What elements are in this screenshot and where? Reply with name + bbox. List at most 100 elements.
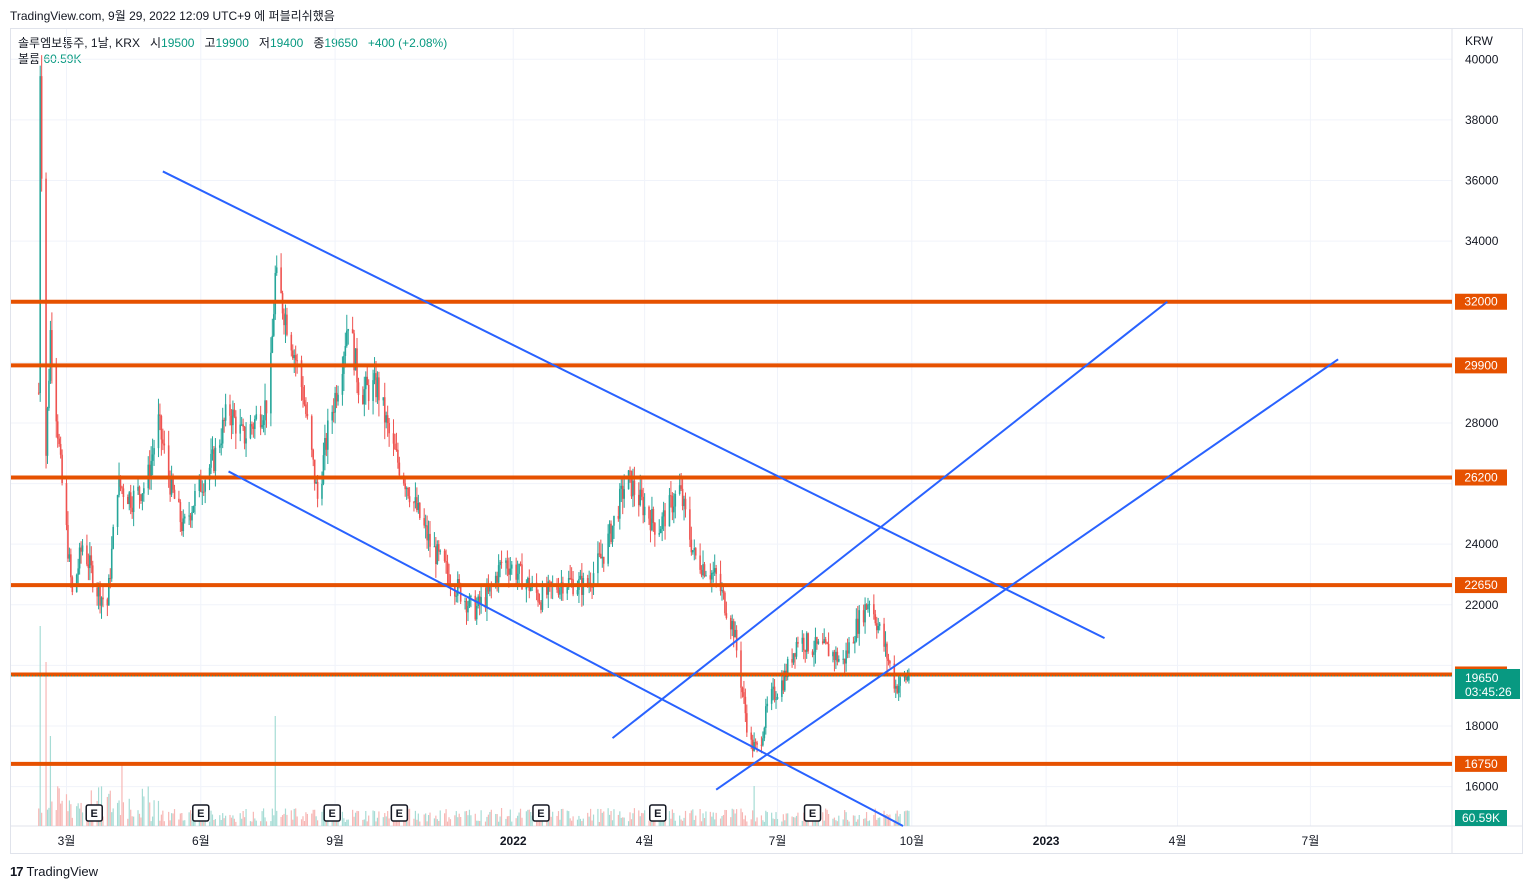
candle-body[interactable] [623, 489, 625, 499]
candle-body[interactable] [586, 578, 589, 585]
candle-body[interactable] [694, 548, 697, 556]
candle-body[interactable] [510, 564, 513, 569]
candle-body[interactable] [169, 476, 171, 495]
candle-body[interactable] [90, 555, 93, 566]
candle-body[interactable] [229, 404, 231, 416]
candle-body[interactable] [429, 533, 431, 547]
candle-body[interactable] [732, 621, 735, 638]
candle-body[interactable] [302, 387, 304, 401]
chart-frame[interactable] [10, 28, 1523, 854]
candle-body[interactable] [637, 494, 640, 506]
candle-body[interactable] [80, 547, 82, 552]
candle-body[interactable] [906, 676, 909, 681]
candle-body[interactable] [630, 470, 633, 497]
level-price-tag[interactable] [1455, 755, 1507, 772]
candle-body[interactable] [143, 488, 145, 494]
candle-body[interactable] [218, 445, 221, 448]
candle-body[interactable] [848, 642, 850, 654]
candle-body[interactable] [167, 445, 170, 477]
candle-body[interactable] [264, 400, 266, 421]
candle-body[interactable] [878, 623, 881, 626]
candle-body[interactable] [439, 550, 442, 552]
candle-body[interactable] [208, 467, 211, 481]
candle-body[interactable] [721, 589, 723, 592]
candle-body[interactable] [567, 577, 570, 588]
candle-body[interactable] [351, 329, 354, 334]
candle-body[interactable] [204, 480, 206, 492]
candle-body[interactable] [754, 742, 757, 744]
candle-body[interactable] [802, 637, 805, 651]
candle-body[interactable] [811, 651, 814, 655]
candle-body[interactable] [632, 480, 634, 497]
candle-body[interactable] [199, 475, 202, 492]
candle-body[interactable] [293, 355, 296, 359]
candle-body[interactable] [598, 553, 601, 555]
candle-body[interactable] [48, 380, 50, 409]
candle-body[interactable] [654, 522, 656, 535]
candle-body[interactable] [283, 313, 285, 326]
candle-body[interactable] [856, 618, 859, 634]
candle-body[interactable] [852, 642, 855, 644]
candle-body[interactable] [671, 495, 674, 513]
candle-body[interactable] [224, 404, 227, 421]
candle-body[interactable] [760, 744, 763, 746]
candle-body[interactable] [198, 475, 201, 491]
candle-body[interactable] [684, 498, 687, 510]
candle-body[interactable] [306, 413, 309, 417]
candle-body[interactable] [86, 545, 88, 565]
candle-body[interactable] [508, 568, 510, 575]
candle-body[interactable] [163, 443, 166, 446]
candle-body[interactable] [65, 483, 68, 525]
candle-body[interactable] [734, 629, 736, 638]
candle-body[interactable] [770, 688, 773, 704]
candle-body[interactable] [97, 586, 100, 597]
candle-body[interactable] [500, 561, 503, 563]
candle-body[interactable] [658, 533, 661, 535]
level-price-tag[interactable] [1455, 357, 1507, 374]
candle-body[interactable] [527, 578, 529, 584]
candle-body[interactable] [541, 586, 544, 610]
candle-body[interactable] [836, 651, 839, 662]
candle-body[interactable] [404, 483, 406, 490]
candle-body[interactable] [813, 652, 815, 655]
candle-body[interactable] [280, 267, 282, 294]
candle-body[interactable] [786, 659, 789, 678]
candle-body[interactable] [150, 460, 152, 480]
candle-body[interactable] [455, 595, 458, 597]
candle-body[interactable] [670, 495, 672, 497]
last-price-tag[interactable] [1455, 668, 1520, 699]
candle-body[interactable] [903, 676, 906, 678]
earnings-marker[interactable] [532, 804, 550, 822]
candle-body[interactable] [423, 518, 425, 526]
candle-body[interactable] [826, 642, 828, 644]
candle-body[interactable] [211, 449, 214, 454]
candle-body[interactable] [884, 643, 887, 647]
candle-body[interactable] [395, 449, 398, 451]
candle-body[interactable] [496, 575, 498, 583]
candle-body[interactable] [334, 392, 336, 413]
candle-body[interactable] [629, 470, 631, 472]
candle-body[interactable] [321, 483, 323, 499]
candle-body[interactable] [407, 487, 409, 497]
candle-body[interactable] [877, 625, 880, 631]
candle-body[interactable] [474, 595, 477, 620]
candle-body[interactable] [126, 497, 129, 505]
candle-body[interactable] [621, 485, 624, 499]
candle-body[interactable] [648, 506, 650, 519]
candle-body[interactable] [765, 706, 767, 728]
candle-body[interactable] [138, 486, 141, 495]
candle-body[interactable] [649, 518, 652, 531]
candle-body[interactable] [756, 742, 758, 745]
candle-body[interactable] [265, 400, 268, 414]
candle-body[interactable] [433, 546, 436, 548]
candle-body[interactable] [814, 637, 817, 653]
candle-body[interactable] [418, 502, 421, 519]
candle-body[interactable] [494, 575, 497, 587]
candle-body[interactable] [652, 509, 655, 523]
candle-body[interactable] [750, 732, 753, 740]
candle-body[interactable] [817, 641, 820, 644]
candle-body[interactable] [690, 539, 693, 553]
candle-body[interactable] [478, 596, 481, 605]
candle-body[interactable] [40, 76, 43, 179]
candle-body[interactable] [270, 352, 272, 414]
